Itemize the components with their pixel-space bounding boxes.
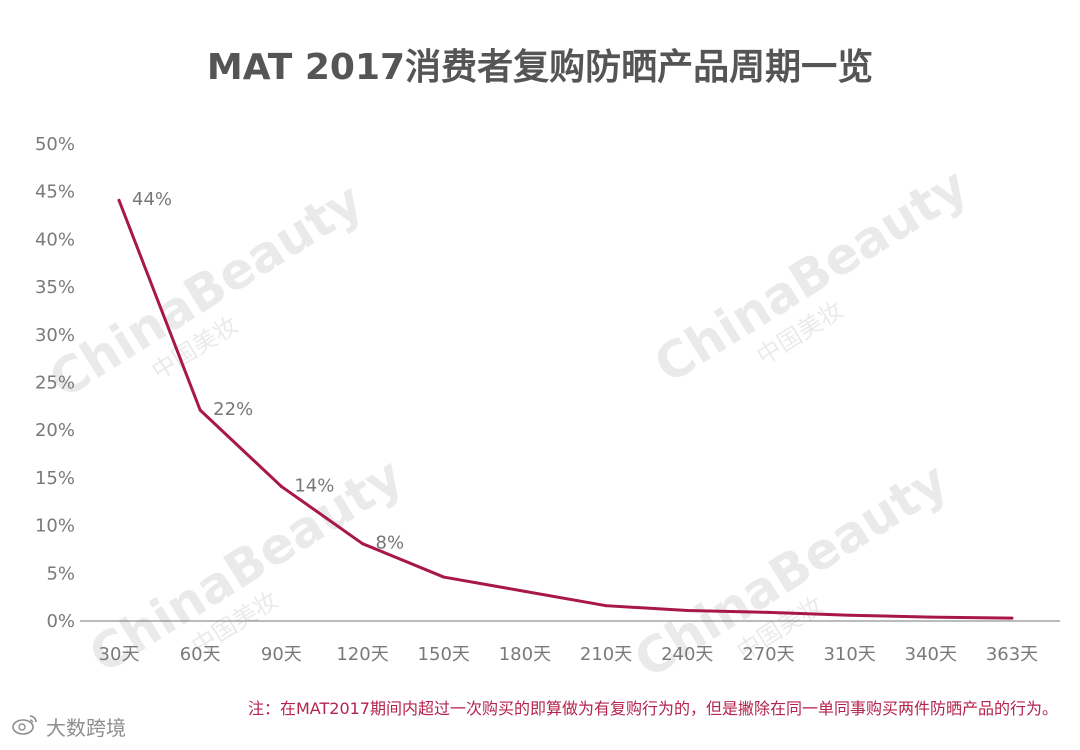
data-point	[685, 608, 689, 612]
y-tick-label: 15%	[35, 468, 75, 489]
data-point	[523, 589, 527, 593]
data-point	[198, 408, 202, 412]
corner-watermark: 大数跨境	[46, 716, 126, 740]
y-tick-label: 10%	[35, 516, 75, 537]
data-point	[929, 615, 933, 619]
x-tick-label: 120天	[336, 644, 388, 665]
x-tick-label: 270天	[742, 644, 794, 665]
x-tick-label: 180天	[499, 644, 551, 665]
data-label: 44%	[132, 189, 172, 210]
data-label: 8%	[376, 533, 405, 554]
y-axis: 0% 5% 10% 15% 20% 25% 30% 35% 40% 45% 50%	[35, 134, 75, 632]
data-point	[848, 613, 852, 617]
x-axis: 30天 60天 90天 120天 150天 180天 210天 240天 270天 310天 340…	[80, 620, 1060, 665]
y-tick-label: 5%	[46, 563, 75, 584]
data-point	[361, 542, 365, 546]
series: 44% 22% 14% 8%	[117, 189, 1014, 620]
data-point	[766, 610, 770, 614]
y-tick-label: 35%	[35, 277, 75, 298]
weibo-icon	[12, 715, 37, 735]
data-label: 22%	[213, 399, 253, 420]
series-line	[117, 199, 1013, 620]
x-tick-label: 240天	[661, 644, 713, 665]
y-tick-label: 30%	[35, 325, 75, 346]
y-tick-label: 50%	[35, 134, 75, 155]
watermark-text: ChinaBeauty	[39, 171, 372, 409]
x-tick-label: 210天	[580, 644, 632, 665]
x-tick-label: 90天	[261, 644, 302, 665]
data-point	[279, 484, 283, 488]
data-point	[604, 604, 608, 608]
x-tick-label: 363天	[986, 644, 1038, 665]
x-tick-label: 60天	[180, 644, 221, 665]
y-tick-label: 40%	[35, 229, 75, 250]
y-tick-label: 0%	[46, 611, 75, 632]
x-tick-label: 150天	[418, 644, 470, 665]
y-tick-label: 25%	[35, 373, 75, 394]
data-label: 14%	[294, 475, 334, 496]
watermark-text: ChinaBeauty	[644, 156, 977, 394]
footnote: 注：在MAT2017期间内超过一次购买的即算做为有复购行为的，但是撇除在同一单同…	[247, 699, 1058, 718]
x-tick-label: 30天	[99, 644, 140, 665]
y-tick-label: 20%	[35, 420, 75, 441]
x-tick-label: 340天	[905, 644, 957, 665]
data-point	[442, 575, 446, 579]
x-tick-label: 310天	[823, 644, 875, 665]
data-point	[117, 198, 121, 202]
y-tick-label: 45%	[35, 182, 75, 203]
data-point	[1010, 616, 1014, 620]
chart-title: MAT 2017消费者复购防晒产品周期一览	[206, 47, 874, 88]
